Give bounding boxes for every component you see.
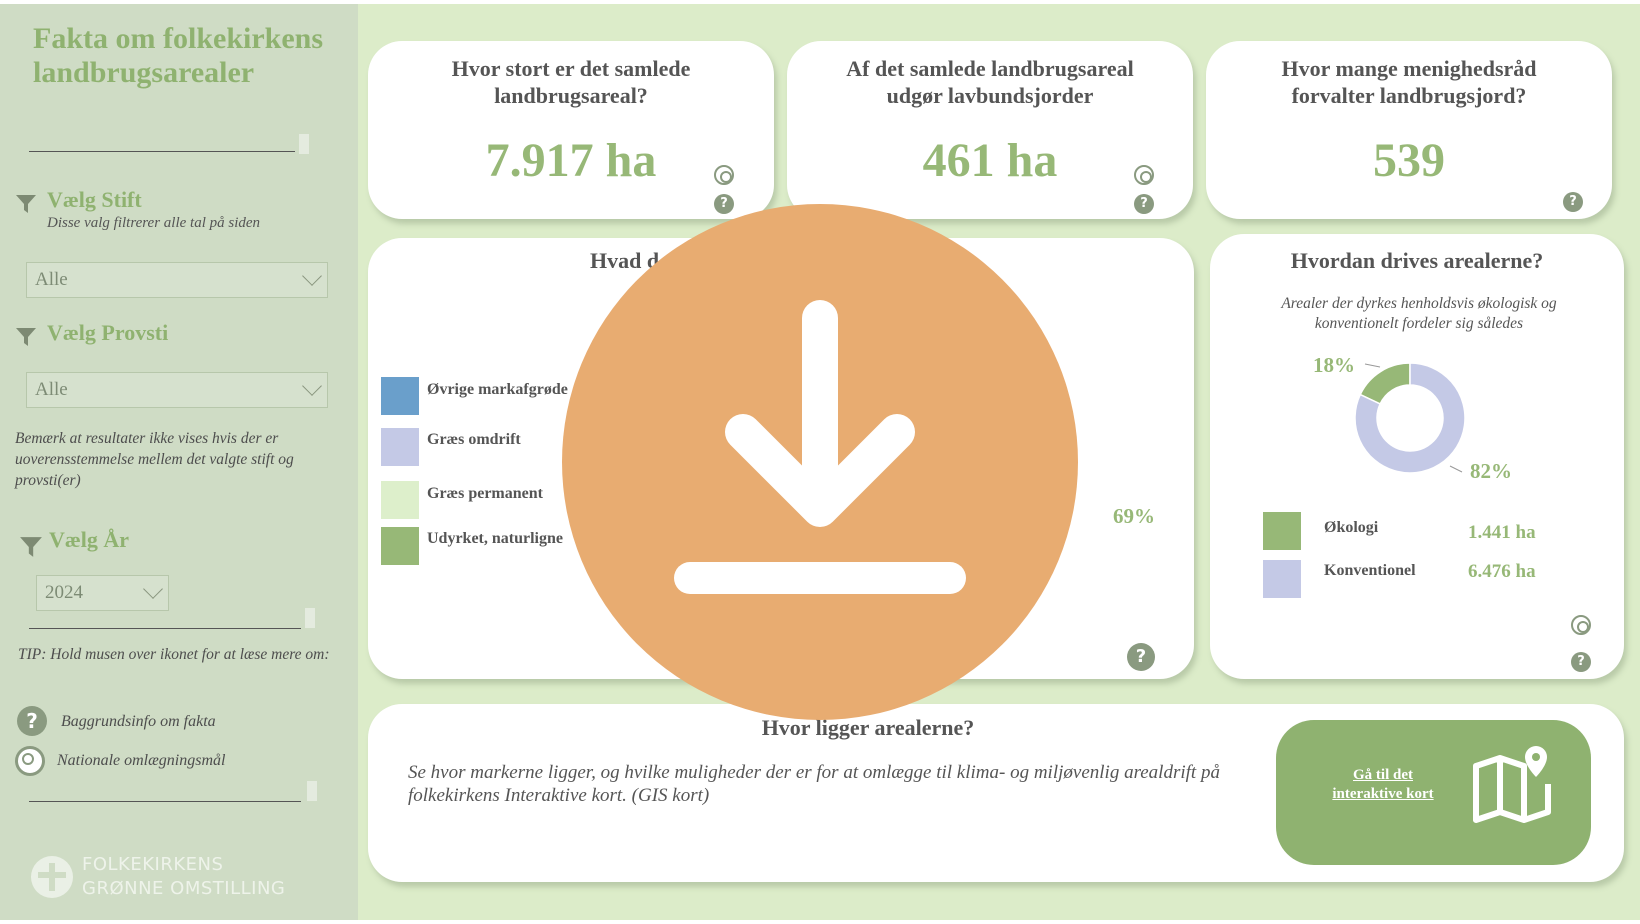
- filter-icon: [16, 328, 36, 346]
- legend-swatch: [381, 481, 419, 519]
- tip-text: TIP: Hold musen over ikonet for at læse …: [18, 646, 330, 663]
- legend-label: Græs permanent: [427, 485, 543, 502]
- conventional-label: Konventionel: [1324, 562, 1416, 579]
- donut-slice-konventionel: [1354, 362, 1466, 474]
- usage-pct-label: 69%: [1113, 504, 1155, 528]
- farming-donut-chart: [1354, 362, 1466, 474]
- brand-line2: GRØNNE OMSTILLING: [82, 878, 286, 899]
- legend-label: Øvrige markafgrøde: [427, 381, 568, 398]
- organic-swatch: [1263, 512, 1301, 550]
- legend-help-label: Baggrundsinfo om fakta: [61, 713, 216, 730]
- chevron-down-icon: [302, 376, 322, 396]
- farming-method-card: Hvordan drives arealerne? Arealer der dy…: [1210, 234, 1624, 679]
- download-overlay[interactable]: [562, 204, 1078, 720]
- sidebar: Fakta om folkekirkens landbrugsarealer V…: [0, 4, 358, 920]
- divider-knob[interactable]: [305, 608, 315, 628]
- map-button-label: Gå til det interaktive kort: [1332, 767, 1434, 802]
- year-select-value: 2024: [45, 582, 83, 603]
- target-icon: [15, 746, 45, 776]
- target-icon[interactable]: [1571, 615, 1591, 635]
- sidebar-title: Fakta om folkekirkens landbrugsarealer: [33, 22, 324, 89]
- legend-swatch: [381, 527, 419, 565]
- conventional-pct-label: 82%: [1470, 459, 1512, 483]
- provsti-select[interactable]: Alle: [26, 372, 328, 408]
- filter-icon: [16, 195, 36, 213]
- kpi-value: 461 ha: [922, 134, 1058, 187]
- divider: [29, 801, 301, 802]
- legend-target-label: Nationale omlægningsmål: [57, 752, 226, 769]
- organic-pct-label: 18%: [1313, 353, 1355, 377]
- help-icon[interactable]: ?: [714, 194, 734, 214]
- kpi-question: Hvor stort er det samlede landbrugsareal…: [451, 56, 691, 108]
- kpi-question: Hvor mange menighedsråd forvalter landbr…: [1281, 56, 1537, 108]
- stift-filter-sublabel: Disse valg filtrerer alle tal på siden: [47, 215, 261, 231]
- farming-subtitle: Arealer der dyrkes henholdsvis økologisk…: [1281, 295, 1557, 332]
- organic-value: 1.441 ha: [1468, 522, 1536, 543]
- conventional-swatch: [1263, 560, 1301, 598]
- brand-cross-icon: [31, 856, 73, 898]
- divider-knob[interactable]: [307, 781, 317, 801]
- map-pin-icon: [1473, 746, 1551, 823]
- farming-title: Hvordan drives arealerne?: [1290, 248, 1544, 273]
- stift-select-value: Alle: [35, 269, 68, 290]
- help-icon[interactable]: ?: [1571, 652, 1591, 672]
- kpi-value: 7.917 ha: [485, 134, 657, 187]
- legend-label: Udyrket, naturligne: [427, 530, 563, 547]
- kpi-card-councils: Hvor mange menighedsråd forvalter landbr…: [1206, 41, 1612, 219]
- interactive-map-button[interactable]: Gå til det interaktive kort: [1276, 720, 1591, 865]
- kpi-question: Af det samlede landbrugsareal udgør lavb…: [846, 56, 1134, 108]
- target-icon[interactable]: [1134, 165, 1154, 185]
- divider-knob[interactable]: [299, 134, 309, 154]
- legend-swatch: [381, 377, 419, 415]
- kpi-card-total-area: Hvor stort er det samlede landbrugsareal…: [368, 41, 774, 219]
- chevron-down-icon: [143, 579, 163, 599]
- conventional-value: 6.476 ha: [1468, 561, 1536, 582]
- legend-swatch: [381, 428, 419, 466]
- stift-filter-label: Vælg Stift: [47, 187, 142, 212]
- legend-label: Græs omdrift: [427, 431, 521, 448]
- kpi-value: 539: [1373, 134, 1445, 187]
- divider: [29, 628, 301, 629]
- target-icon[interactable]: [714, 165, 734, 185]
- provsti-filter-label: Vælg Provsti: [47, 320, 169, 345]
- organic-label: Økologi: [1324, 519, 1379, 536]
- stift-select[interactable]: Alle: [26, 262, 328, 298]
- mismatch-note: Bemærk at resultater ikke vises hvis der…: [15, 430, 294, 489]
- kpi-card-lowland: Af det samlede landbrugsareal udgør lavb…: [787, 41, 1193, 219]
- chevron-down-icon: [302, 266, 322, 286]
- provsti-select-value: Alle: [35, 379, 68, 400]
- download-icon: [674, 300, 966, 594]
- location-text: Se hvor markerne ligger, og hvilke mulig…: [408, 762, 1220, 806]
- help-icon[interactable]: ?: [1563, 192, 1583, 212]
- filter-icon: [20, 537, 42, 557]
- help-icon: ?: [17, 706, 47, 736]
- location-title: Hvor ligger arealerne?: [761, 715, 975, 740]
- year-filter-label: Vælg År: [49, 527, 130, 552]
- brand-line1: FOLKEKIRKENS: [82, 854, 224, 875]
- help-icon[interactable]: ?: [1127, 643, 1155, 671]
- divider: [29, 151, 295, 152]
- help-icon[interactable]: ?: [1134, 194, 1154, 214]
- year-select[interactable]: 2024: [36, 575, 169, 611]
